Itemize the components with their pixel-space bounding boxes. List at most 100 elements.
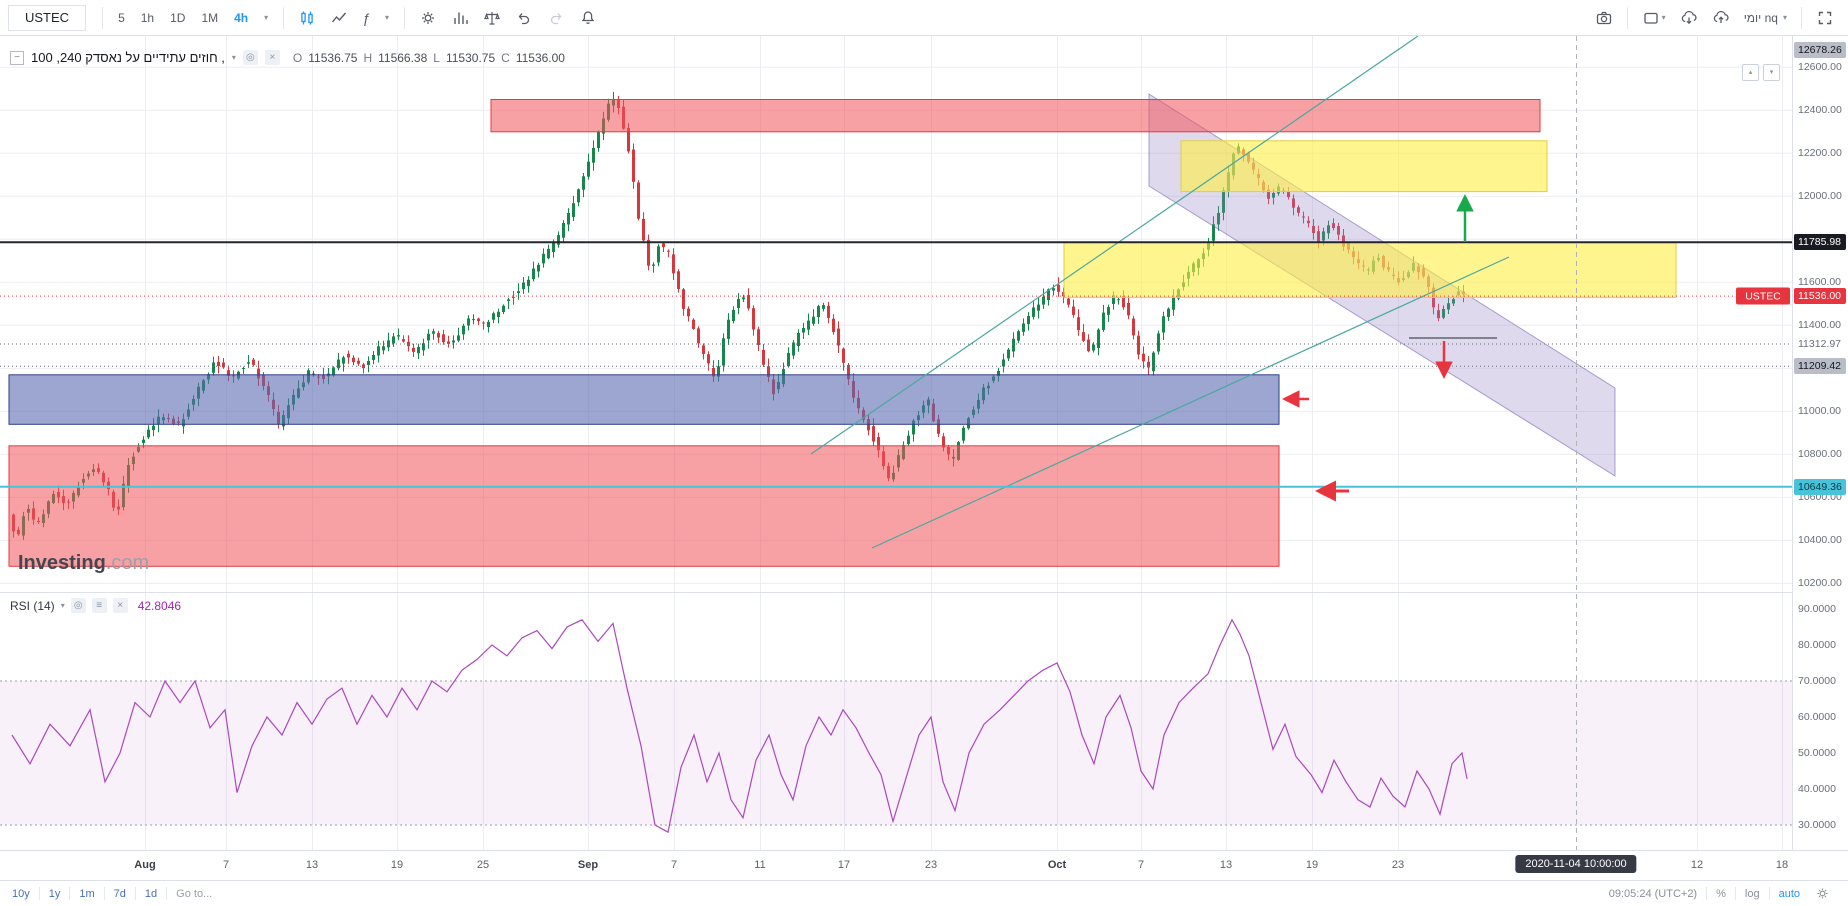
- fullscreen-icon[interactable]: [1810, 6, 1840, 30]
- top-toolbar: USTEC 5 1h 1D 1M 4h ▾ ƒ ▾: [0, 0, 1848, 36]
- symbol-name: USTEC: [25, 10, 70, 25]
- legend-close-icon[interactable]: ×: [264, 50, 280, 65]
- cloud-download-icon[interactable]: [1674, 6, 1704, 30]
- time-axis-tick: 13: [305, 859, 319, 871]
- interval-button-5m[interactable]: 5: [111, 7, 132, 29]
- chart-type-candles-icon[interactable]: [292, 6, 322, 30]
- chart-settings-gear-icon[interactable]: [413, 6, 443, 30]
- price-axis-label: 11600.00: [1798, 276, 1842, 289]
- bottombar-separator: [69, 887, 71, 900]
- price-axis[interactable]: 12600.00 12400.00 12200.00 12000.00 11600.00…: [1792, 36, 1848, 850]
- time-axis-tick: 19: [390, 859, 404, 871]
- hline-price-tag: 11785.98: [1794, 234, 1846, 251]
- cloud-upload-icon[interactable]: [1706, 6, 1736, 30]
- time-axis-tick: 7: [670, 859, 678, 871]
- high-value: 11566.38: [378, 50, 428, 65]
- range-1y-button[interactable]: 1y: [48, 887, 61, 900]
- interval-dropdown-caret-icon[interactable]: ▾: [257, 9, 275, 26]
- legend-eye-icon[interactable]: ◎: [242, 50, 258, 65]
- time-axis-tick: Sep: [577, 859, 599, 871]
- pane-minimize-icon[interactable]: ▾: [1763, 64, 1780, 81]
- redo-icon[interactable]: [541, 6, 571, 30]
- percent-scale-toggle[interactable]: %: [1716, 887, 1726, 900]
- price-axis-label: 12600.00: [1798, 61, 1842, 74]
- bottombar-separator: [166, 887, 168, 900]
- rsi-axis-label: 40.0000: [1798, 783, 1836, 795]
- bottombar-separator: [1706, 887, 1708, 900]
- chart-region: − חוזים עתידיים על נאסדק 240, 100 , ▾ ◎ …: [0, 36, 1848, 880]
- bottom-settings-gear-icon[interactable]: [1809, 883, 1836, 904]
- price-chart-canvas[interactable]: [0, 36, 1792, 850]
- price-axis-label: 12400.00: [1798, 104, 1842, 117]
- indicators-caret-icon[interactable]: ▾: [378, 9, 396, 26]
- interval-button-1d[interactable]: 1D: [163, 7, 192, 29]
- pane-maximize-icon[interactable]: ▴: [1742, 64, 1759, 81]
- price-axis-label: 10800.00: [1798, 448, 1842, 461]
- chart-columns-icon[interactable]: [445, 6, 475, 30]
- legend-caret-icon[interactable]: ▾: [231, 53, 236, 62]
- range-7d-button[interactable]: 7d: [113, 887, 126, 900]
- symbol-search-box[interactable]: USTEC: [8, 4, 87, 31]
- low-label: L: [433, 50, 440, 65]
- price-axis-label: 10200.00: [1798, 577, 1842, 590]
- time-axis-tick: 18: [1775, 859, 1789, 871]
- pane-buttons: ▴ ▾: [1742, 64, 1780, 81]
- open-label: O: [292, 50, 303, 65]
- alerts-bell-icon[interactable]: [573, 6, 603, 30]
- rsi-value: 42.8046: [137, 598, 182, 613]
- level-price-tag: 11209.42: [1794, 358, 1846, 375]
- time-axis[interactable]: Aug 7 13 19 25 Sep 7 11 17 23 Oct 7 13 19 23 12 18 2020-…: [0, 850, 1848, 880]
- bottombar-separator: [38, 887, 40, 900]
- watermark-rest: .com: [105, 552, 150, 574]
- rsi-caret-icon[interactable]: ▾: [60, 601, 65, 610]
- toolbar-separator: [1626, 6, 1628, 29]
- ohlc-readout: O 11536.75 H 11566.38 L 11530.75 C 11536…: [293, 51, 565, 65]
- time-axis-tick: 11: [754, 859, 766, 871]
- range-10y-button[interactable]: 10y: [12, 887, 30, 900]
- time-axis-tick: 25: [476, 859, 490, 871]
- rsi-axis-label: 60.0000: [1798, 711, 1836, 723]
- rsi-axis-label: 70.0000: [1798, 675, 1836, 687]
- auto-scale-toggle[interactable]: auto: [1778, 887, 1800, 900]
- low-value: 11530.75: [445, 50, 496, 65]
- goto-date-button[interactable]: Go to...: [176, 887, 213, 900]
- range-1d-button[interactable]: 1d: [144, 887, 158, 900]
- close-label: C: [501, 50, 510, 65]
- interval-button-1h[interactable]: 1h: [134, 7, 161, 29]
- legend-collapse-icon[interactable]: −: [10, 50, 24, 65]
- scales-icon[interactable]: [477, 6, 507, 30]
- rsi-settings-icon[interactable]: ≡: [91, 598, 107, 613]
- crosshair-date-tooltip: 2020-11-04 10:00:00: [1515, 855, 1637, 873]
- bottombar-separator: [1768, 887, 1770, 900]
- time-axis-tick: 19: [1305, 859, 1319, 871]
- compare-line-icon[interactable]: [324, 6, 354, 30]
- indicators-icon[interactable]: ƒ: [356, 7, 376, 29]
- saved-layout-label: יומי nq: [1743, 10, 1778, 25]
- camera-snapshot-icon[interactable]: [1589, 6, 1619, 30]
- bottombar-separator: [134, 887, 136, 900]
- rsi-title[interactable]: RSI (14): [10, 598, 55, 613]
- interval-button-1month[interactable]: 1M: [194, 7, 225, 29]
- interval-button-4h-active[interactable]: 4h: [227, 7, 255, 29]
- toolbar-separator: [283, 6, 285, 29]
- saved-layout-name[interactable]: יומי nq ▾: [1738, 11, 1793, 25]
- range-1m-button[interactable]: 1m: [79, 887, 95, 900]
- time-axis-tick: 17: [837, 859, 851, 871]
- visible-high-price-tag: 12678.26: [1794, 42, 1846, 59]
- layout-template-icon[interactable]: ▾: [1636, 6, 1672, 30]
- time-axis-tick: 13: [1219, 859, 1233, 871]
- time-axis-tick: 7: [1137, 859, 1145, 871]
- rsi-legend: RSI (14) ▾ ◎ ≡ × 42.8046: [10, 598, 181, 613]
- rsi-close-icon[interactable]: ×: [112, 598, 128, 613]
- undo-icon[interactable]: [509, 6, 539, 30]
- rsi-eye-icon[interactable]: ◎: [70, 598, 86, 613]
- level-price-label: 11312.97: [1798, 338, 1842, 351]
- time-axis-tick: 23: [1391, 859, 1405, 871]
- instrument-title[interactable]: חוזים עתידיים על נאסדק 240, 100 ,: [31, 50, 225, 65]
- current-price-tag: 11536.00: [1794, 288, 1846, 305]
- time-axis-tick: Aug: [134, 859, 156, 871]
- clock-readout[interactable]: 09:05:24 (UTC+2): [1608, 887, 1698, 900]
- close-value: 11536.00: [515, 50, 565, 65]
- log-scale-toggle[interactable]: log: [1744, 887, 1760, 900]
